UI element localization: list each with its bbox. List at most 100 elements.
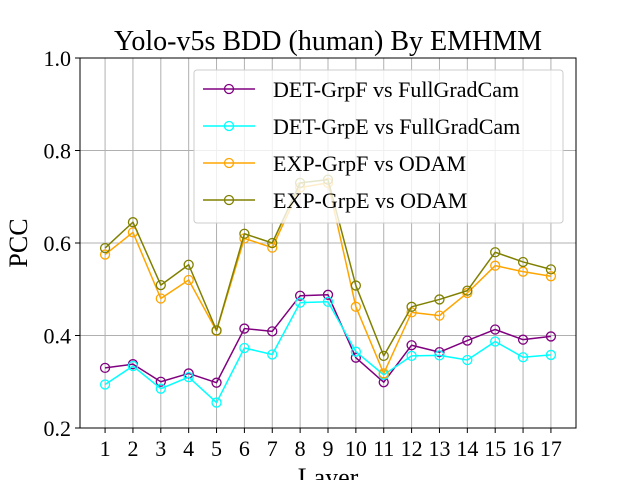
x-tick-label: 8 <box>295 436 306 461</box>
data-point <box>211 325 222 336</box>
data-point <box>294 297 306 308</box>
data-point <box>322 296 334 307</box>
data-point <box>350 352 362 363</box>
legend-marker <box>223 194 235 206</box>
x-tick-label: 9 <box>323 436 334 461</box>
x-tick-label: 10 <box>345 436 367 461</box>
data-point <box>545 271 557 282</box>
legend-label: DET-GrpF vs FullGradCam <box>273 77 519 102</box>
data-point <box>239 228 250 239</box>
x-tick-label: 2 <box>127 436 138 461</box>
data-point <box>99 242 111 254</box>
data-point <box>462 354 473 366</box>
data-point <box>155 279 166 291</box>
x-axis-label: Layer <box>298 463 359 480</box>
data-point <box>378 350 389 362</box>
data-point <box>211 397 222 408</box>
data-point <box>462 335 473 346</box>
legend: DET-GrpF vs FullGradCam DET-GrpE vs FullG… <box>193 69 564 224</box>
legend-marker <box>223 83 235 95</box>
data-point <box>239 342 250 354</box>
data-point <box>406 350 417 362</box>
data-point <box>294 290 306 301</box>
data-point <box>406 301 417 312</box>
legend-label: EXP-GrpE vs ODAM <box>273 188 467 213</box>
data-point <box>434 310 445 321</box>
x-tick-label: 16 <box>512 436 534 461</box>
data-point <box>127 217 139 228</box>
data-point <box>490 260 501 271</box>
data-point <box>127 360 139 372</box>
x-tick-label: 7 <box>267 436 278 461</box>
data-point <box>155 293 166 304</box>
data-point <box>490 247 501 258</box>
data-point <box>350 301 362 312</box>
x-tick-label: 12 <box>401 436 423 461</box>
x-tick-label: 15 <box>484 436 506 461</box>
x-tick-label: 11 <box>373 436 394 461</box>
x-tick-label: 3 <box>155 436 166 461</box>
data-point <box>350 346 362 357</box>
data-point <box>267 237 278 249</box>
data-point <box>239 323 250 334</box>
series-line <box>104 294 552 384</box>
data-point <box>99 379 111 390</box>
y-tick-label: 1.0 <box>44 46 72 71</box>
x-tick-label: 14 <box>456 436 478 461</box>
x-tick-label: 5 <box>211 436 222 461</box>
data-point <box>322 289 334 300</box>
data-point <box>434 350 445 361</box>
data-point <box>99 249 111 260</box>
data-point <box>155 383 166 394</box>
data-point <box>462 285 473 296</box>
data-point <box>211 377 222 388</box>
data-point <box>267 349 278 360</box>
legend-frame <box>193 69 564 224</box>
x-tick-label: 1 <box>100 436 111 461</box>
y-axis: 0.2 0.4 0.6 0.8 1.0 <box>44 46 80 441</box>
data-point <box>545 264 557 275</box>
y-tick-label: 0.8 <box>44 139 72 164</box>
data-point <box>490 336 501 347</box>
legend-items: DET-GrpF vs FullGradCam DET-GrpE vs FullG… <box>203 77 520 213</box>
data-point <box>350 280 362 291</box>
data-point <box>99 362 111 374</box>
x-axis: 1 2 3 4 5 6 7 8 9 10 11 12 13 14 15 16 17 <box>100 428 562 461</box>
data-point <box>517 352 529 363</box>
data-point <box>490 324 501 335</box>
y-tick-label: 0.6 <box>44 231 72 256</box>
legend-marker <box>223 157 235 169</box>
data-point <box>183 274 194 286</box>
data-point <box>183 371 194 383</box>
data-point <box>517 266 529 277</box>
data-point <box>183 259 194 270</box>
data-point <box>267 326 278 337</box>
x-tick-label: 4 <box>183 436 194 461</box>
legend-item: EXP-GrpF vs ODAM <box>203 151 466 176</box>
legend-item: DET-GrpE vs FullGradCam <box>203 114 520 139</box>
data-point <box>434 346 445 358</box>
legend-marker <box>223 120 235 132</box>
series-line <box>104 300 551 404</box>
legend-label: EXP-GrpF vs ODAM <box>273 151 466 176</box>
x-tick-label: 6 <box>239 436 250 461</box>
data-point <box>545 331 557 342</box>
data-point <box>545 349 557 361</box>
legend-item: DET-GrpF vs FullGradCam <box>203 77 519 102</box>
legend-label: DET-GrpE vs FullGradCam <box>273 114 520 139</box>
y-tick-label: 0.2 <box>44 416 72 441</box>
y-axis-label: PCC <box>4 218 33 267</box>
chart-title: Yolo-v5s BDD (human) By EMHMM <box>114 26 542 57</box>
data-point <box>406 340 417 351</box>
x-tick-label: 13 <box>428 436 450 461</box>
data-point <box>517 256 529 268</box>
data-point <box>434 294 445 305</box>
data-point <box>517 334 529 345</box>
x-tick-label: 17 <box>540 436 562 461</box>
data-point <box>155 376 166 387</box>
data-point <box>378 368 389 379</box>
legend-item: EXP-GrpE vs ODAM <box>203 188 467 213</box>
y-tick-label: 0.4 <box>44 324 72 349</box>
